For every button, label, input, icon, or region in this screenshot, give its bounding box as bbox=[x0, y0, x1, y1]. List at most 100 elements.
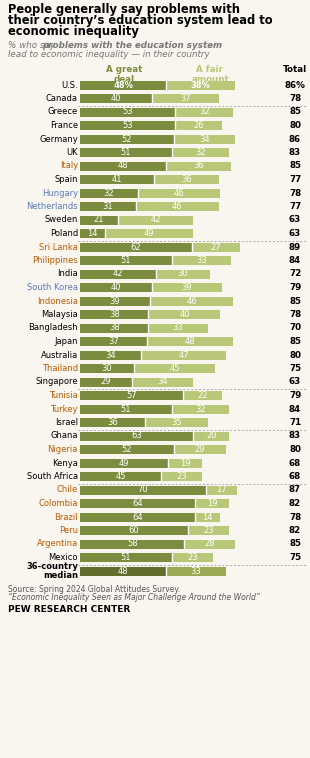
Text: 78: 78 bbox=[289, 189, 301, 198]
Bar bbox=[80, 337, 147, 346]
Text: problems with the education system: problems with the education system bbox=[42, 41, 222, 50]
Text: 58: 58 bbox=[127, 540, 138, 549]
Bar bbox=[80, 499, 195, 508]
Text: 78: 78 bbox=[289, 310, 301, 319]
Text: Total: Total bbox=[283, 65, 307, 74]
Bar bbox=[80, 80, 166, 89]
Bar bbox=[80, 512, 195, 522]
Text: Colombia: Colombia bbox=[38, 499, 78, 508]
Text: 51: 51 bbox=[121, 256, 131, 265]
Text: % who say: % who say bbox=[8, 41, 58, 50]
Text: Indonesia: Indonesia bbox=[37, 296, 78, 305]
Bar bbox=[80, 377, 132, 387]
Bar bbox=[80, 94, 152, 103]
Bar bbox=[80, 161, 166, 171]
Text: 27: 27 bbox=[210, 243, 221, 252]
Text: 29: 29 bbox=[101, 377, 111, 387]
Text: 36: 36 bbox=[193, 161, 204, 171]
Text: 22: 22 bbox=[197, 391, 208, 400]
Bar bbox=[80, 229, 105, 238]
Bar bbox=[183, 391, 222, 400]
Bar bbox=[172, 405, 229, 414]
Bar bbox=[80, 283, 152, 292]
Bar bbox=[80, 310, 148, 319]
Text: 33: 33 bbox=[196, 256, 207, 265]
Text: 85: 85 bbox=[289, 540, 301, 549]
Text: 34: 34 bbox=[157, 377, 168, 387]
Bar bbox=[166, 161, 231, 171]
Text: 36-country
median: 36-country median bbox=[26, 562, 78, 581]
Text: 80: 80 bbox=[289, 121, 301, 130]
Text: 75: 75 bbox=[289, 364, 301, 373]
Bar bbox=[80, 445, 174, 454]
Text: 49: 49 bbox=[144, 229, 155, 238]
Text: Ghana: Ghana bbox=[51, 431, 78, 440]
Text: 83: 83 bbox=[289, 148, 301, 157]
Text: 53: 53 bbox=[122, 121, 133, 130]
Bar bbox=[150, 296, 233, 305]
Text: Sri Lanka: Sri Lanka bbox=[39, 243, 78, 252]
Bar bbox=[175, 108, 233, 117]
Text: Netherlands: Netherlands bbox=[26, 202, 78, 211]
Bar bbox=[134, 364, 215, 373]
Bar bbox=[80, 350, 141, 359]
Text: 62: 62 bbox=[131, 243, 141, 252]
Bar bbox=[174, 445, 226, 454]
Text: 21: 21 bbox=[94, 215, 104, 224]
Text: 82: 82 bbox=[289, 499, 301, 508]
Text: India: India bbox=[57, 270, 78, 278]
Bar bbox=[80, 134, 174, 143]
Text: A fair
amount: A fair amount bbox=[191, 65, 229, 84]
Text: Peru: Peru bbox=[59, 526, 78, 535]
Bar bbox=[80, 270, 156, 278]
Text: 79: 79 bbox=[289, 283, 301, 292]
Bar bbox=[80, 459, 168, 468]
Text: 51: 51 bbox=[121, 405, 131, 414]
Bar bbox=[168, 459, 202, 468]
Bar bbox=[80, 202, 136, 211]
Text: Malaysia: Malaysia bbox=[41, 310, 78, 319]
Text: 46: 46 bbox=[174, 189, 184, 198]
Text: 40: 40 bbox=[111, 283, 121, 292]
Text: 84: 84 bbox=[289, 256, 301, 265]
Bar bbox=[80, 566, 166, 575]
Text: 17: 17 bbox=[216, 486, 227, 494]
Text: Nigeria: Nigeria bbox=[48, 445, 78, 454]
Text: Hungary: Hungary bbox=[42, 189, 78, 198]
Text: People generally say problems with: People generally say problems with bbox=[8, 3, 240, 16]
Bar bbox=[80, 324, 148, 333]
Bar bbox=[80, 486, 206, 494]
Text: Kenya: Kenya bbox=[52, 459, 78, 468]
Text: 68: 68 bbox=[289, 459, 301, 468]
Text: 49: 49 bbox=[119, 459, 129, 468]
Text: 39: 39 bbox=[110, 296, 120, 305]
Text: “Economic Inequality Seen as Major Challenge Around the World”: “Economic Inequality Seen as Major Chall… bbox=[8, 594, 260, 603]
Text: South Korea: South Korea bbox=[27, 283, 78, 292]
Bar bbox=[80, 540, 184, 549]
Bar bbox=[138, 189, 220, 198]
Text: 42: 42 bbox=[150, 215, 161, 224]
Text: 31: 31 bbox=[103, 202, 113, 211]
Text: 72: 72 bbox=[289, 270, 301, 278]
Text: 14: 14 bbox=[202, 512, 213, 522]
Text: Poland: Poland bbox=[50, 229, 78, 238]
Text: A great
deal: A great deal bbox=[106, 65, 142, 84]
Bar bbox=[148, 324, 208, 333]
Text: 34: 34 bbox=[199, 134, 210, 143]
Text: 38: 38 bbox=[109, 324, 120, 333]
Text: 87: 87 bbox=[289, 486, 301, 494]
Text: 53: 53 bbox=[122, 108, 133, 117]
Text: 40: 40 bbox=[111, 94, 121, 103]
Text: 28: 28 bbox=[204, 540, 215, 549]
Text: 30: 30 bbox=[177, 270, 188, 278]
Bar bbox=[80, 175, 154, 184]
Text: France: France bbox=[50, 121, 78, 130]
Text: 23: 23 bbox=[176, 472, 187, 481]
Bar bbox=[193, 431, 229, 440]
Bar bbox=[195, 512, 220, 522]
Text: Italy: Italy bbox=[60, 161, 78, 171]
Text: Singapore: Singapore bbox=[35, 377, 78, 387]
Text: 77: 77 bbox=[289, 202, 301, 211]
Text: Brazil: Brazil bbox=[54, 512, 78, 522]
Bar bbox=[172, 256, 231, 265]
